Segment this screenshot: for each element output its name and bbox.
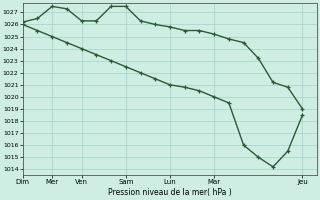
X-axis label: Pression niveau de la mer( hPa ): Pression niveau de la mer( hPa ) — [108, 188, 232, 197]
